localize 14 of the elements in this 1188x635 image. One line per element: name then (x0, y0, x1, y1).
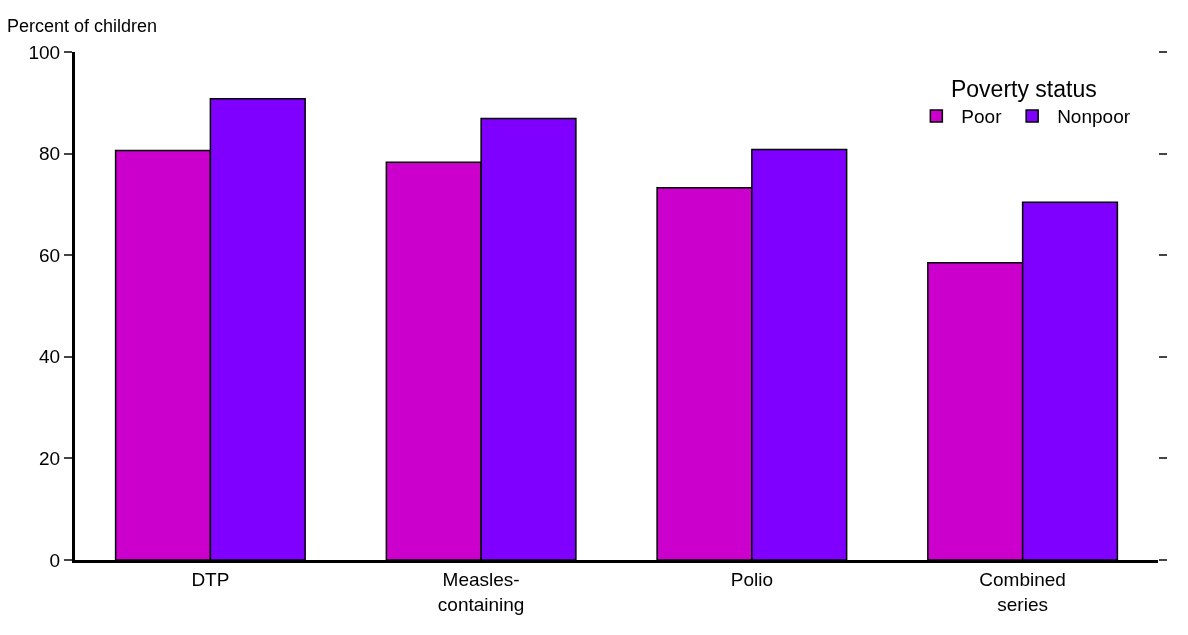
y-tick-label: 80 (39, 143, 61, 165)
y-axis-title: Percent of children (7, 16, 158, 36)
x-tick-label: Combined series (979, 568, 1066, 615)
legend-label: Poor (961, 106, 1003, 128)
y-tick-label: 40 (39, 346, 61, 368)
x-tick-label: Polio (730, 568, 774, 590)
x-tick-label: DTP (191, 568, 230, 590)
y-tick-label: 20 (39, 448, 61, 470)
y-tick-label: 100 (28, 41, 61, 63)
x-tick-label: Measles- containing (437, 568, 525, 615)
legend-label: Nonpoor (1057, 106, 1131, 128)
legend-title: Poverty status (950, 76, 1097, 103)
y-tick-label: 0 (49, 549, 61, 571)
y-tick-label: 60 (39, 244, 61, 266)
